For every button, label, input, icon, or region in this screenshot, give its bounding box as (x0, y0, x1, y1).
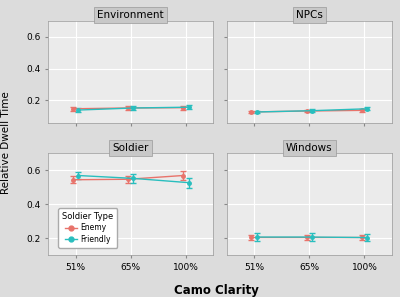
Legend: Enemy, Friendly: Enemy, Friendly (58, 208, 117, 247)
Text: Camo Clarity: Camo Clarity (174, 284, 258, 297)
Title: Windows: Windows (286, 143, 333, 153)
Text: Relative Dwell Time: Relative Dwell Time (1, 91, 11, 194)
Title: NPCs: NPCs (296, 10, 323, 20)
Title: Soldier: Soldier (112, 143, 149, 153)
Title: Environment: Environment (97, 10, 164, 20)
